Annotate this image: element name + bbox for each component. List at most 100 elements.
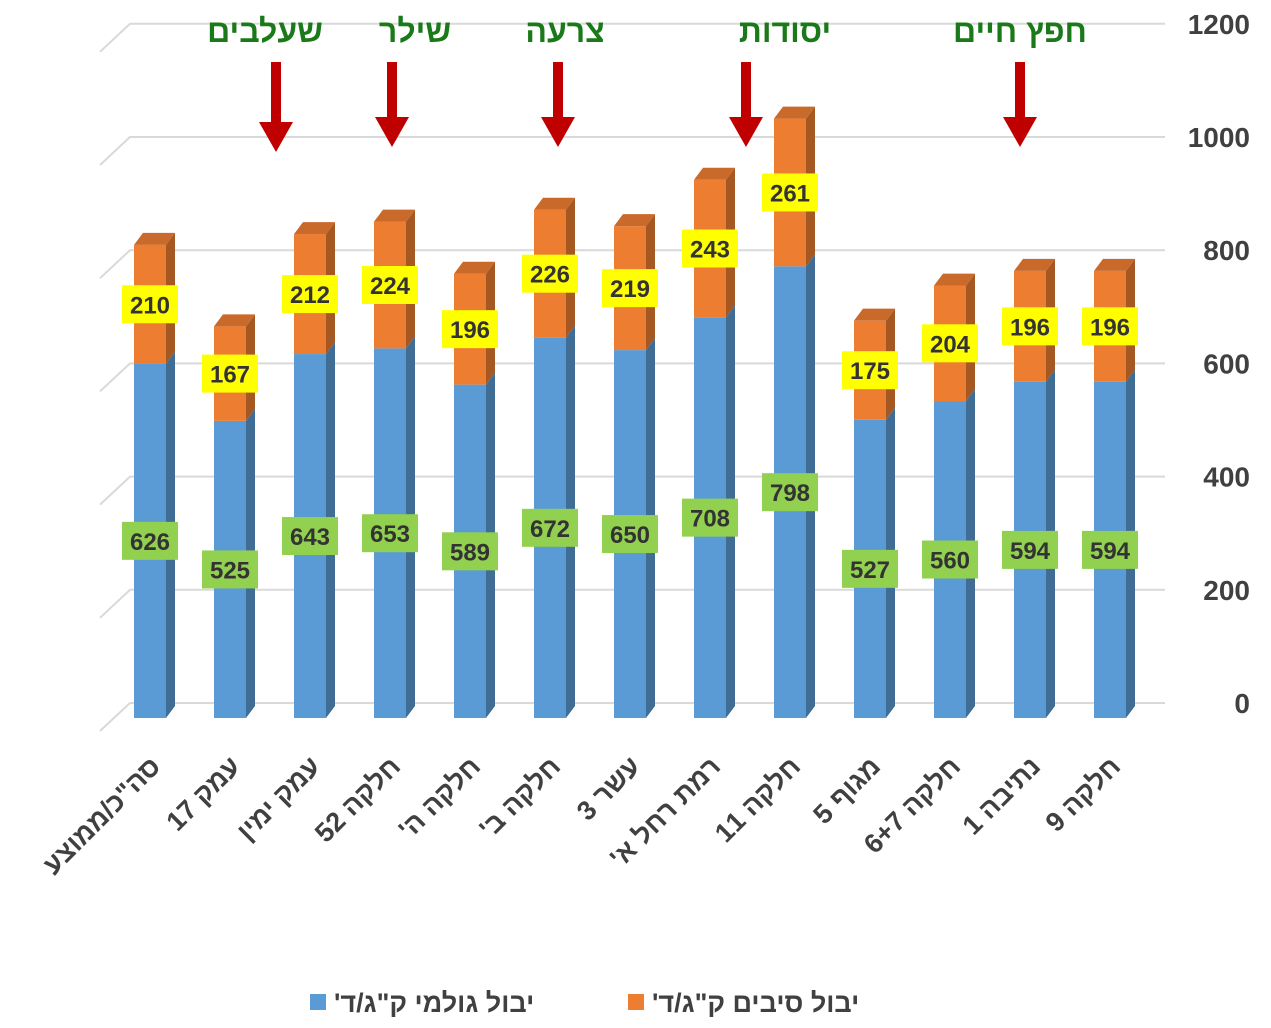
- bar-top: [134, 232, 175, 245]
- value-label: 219: [610, 276, 650, 303]
- value-label-box: [682, 229, 738, 268]
- grid-line: [99, 362, 1165, 393]
- annotation-arrow: [1003, 62, 1037, 147]
- bar-top: [934, 273, 975, 286]
- value-label: 525: [210, 557, 250, 584]
- value-label: 672: [530, 516, 570, 543]
- legend-swatch: [628, 994, 644, 1010]
- value-label: 224: [370, 273, 411, 300]
- value-label: 212: [290, 282, 330, 309]
- bar-top: [1094, 258, 1135, 271]
- value-label: 560: [930, 548, 970, 575]
- y-tick-label: 600: [1203, 348, 1250, 379]
- y-tick-label: 800: [1203, 235, 1250, 266]
- value-label-box: [202, 354, 258, 393]
- grid-line: [99, 249, 1165, 279]
- bar-top: [774, 106, 815, 119]
- value-label-box: [602, 515, 658, 554]
- x-tick-label: עשר 3: [571, 751, 646, 826]
- value-label-box: [282, 517, 338, 556]
- bar-top: [694, 167, 735, 180]
- value-label: 261: [770, 180, 810, 207]
- value-label-box: [842, 549, 898, 588]
- bar-top: [294, 222, 335, 235]
- value-label: 243: [690, 237, 730, 264]
- value-label: 650: [610, 522, 650, 549]
- x-tick-label: חלקה 52: [309, 751, 406, 848]
- value-label-box: [282, 275, 338, 314]
- x-tick-label: חלקה 9: [1040, 751, 1127, 838]
- value-label: 594: [1010, 538, 1051, 565]
- y-tick-label: 0: [1234, 688, 1250, 719]
- annotation-arrow: [375, 62, 409, 147]
- value-label-box: [442, 532, 498, 571]
- annotation-arrow: [259, 62, 293, 152]
- value-label-box: [602, 269, 658, 308]
- value-label: 196: [1090, 314, 1130, 341]
- annotation: יסודות: [739, 13, 831, 49]
- value-label: 210: [130, 292, 170, 319]
- y-tick-label: 400: [1203, 462, 1250, 493]
- value-label: 708: [690, 506, 730, 533]
- annotation-arrow: [729, 62, 763, 147]
- value-label-box: [1082, 530, 1138, 569]
- value-label: 527: [850, 557, 890, 584]
- value-label: 196: [1010, 314, 1050, 341]
- value-label-box: [362, 266, 418, 305]
- y-tick-label: 1000: [1188, 122, 1250, 153]
- value-label-box: [1002, 530, 1058, 569]
- grid-line: [99, 22, 1165, 53]
- x-tick-label: חלקה ה': [393, 751, 486, 844]
- x-tick-label: מגוף 5: [807, 751, 886, 830]
- value-label-box: [922, 540, 978, 579]
- legend-label: יבול גולמי ק"ג/ד': [334, 988, 534, 1018]
- value-label-box: [842, 351, 898, 390]
- legend-swatch: [310, 994, 326, 1010]
- grid-line: [99, 475, 1165, 506]
- y-tick-label: 1200: [1188, 9, 1250, 40]
- value-label: 798: [770, 480, 810, 507]
- value-label-box: [122, 285, 178, 324]
- value-label: 626: [130, 529, 170, 556]
- bar-top: [374, 209, 415, 222]
- legend-label: יבול סיבים ק"ג/ד': [652, 988, 859, 1018]
- value-label-box: [522, 508, 578, 547]
- annotation-arrow: [541, 62, 575, 147]
- value-label-box: [122, 521, 178, 560]
- grid-line: [99, 702, 1165, 732]
- bar-top: [854, 308, 895, 321]
- value-label: 196: [450, 317, 490, 344]
- grid-line: [99, 588, 1165, 619]
- value-label-box: [1082, 307, 1138, 346]
- annotation: שעלבים: [207, 13, 323, 49]
- x-tick-label: עמק ימין: [231, 751, 326, 846]
- value-label-box: [762, 473, 818, 512]
- bar-top: [214, 314, 255, 327]
- x-tick-label: חלקה 11: [709, 751, 806, 848]
- value-label-box: [1002, 307, 1058, 346]
- x-tick-label: נתיבה 1: [957, 751, 1047, 841]
- value-label: 653: [370, 521, 410, 548]
- value-label-box: [362, 514, 418, 553]
- value-label: 226: [530, 262, 570, 289]
- bar-top: [614, 214, 655, 227]
- bar-top: [454, 261, 495, 274]
- grid-line: [99, 136, 1165, 166]
- value-label-box: [522, 254, 578, 293]
- annotation: צרעה: [525, 13, 604, 49]
- x-tick-label: סה"כ/ממוצע: [37, 751, 166, 880]
- bar-top: [1014, 258, 1055, 271]
- value-label: 204: [930, 331, 971, 358]
- value-label-box: [922, 324, 978, 363]
- value-label: 175: [850, 358, 890, 385]
- value-label: 167: [210, 362, 250, 389]
- x-tick-label: חלקה ב': [473, 751, 566, 844]
- y-tick-label: 200: [1203, 575, 1250, 606]
- annotation: שילר: [379, 13, 451, 49]
- value-label: 643: [290, 524, 330, 551]
- value-label-box: [202, 550, 258, 589]
- value-label: 589: [450, 539, 490, 566]
- value-label-box: [442, 310, 498, 349]
- value-label-box: [682, 498, 738, 537]
